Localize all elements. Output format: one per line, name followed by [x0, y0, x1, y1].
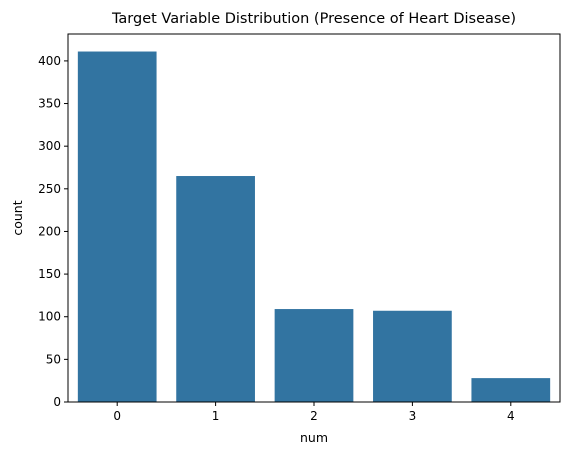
x-tick-label: 0 — [113, 409, 121, 423]
y-tick-label: 350 — [38, 97, 61, 111]
y-tick-label: 250 — [38, 182, 61, 196]
x-tick-label: 2 — [310, 409, 318, 423]
y-tick-label: 50 — [46, 352, 61, 366]
y-tick-label: 400 — [38, 54, 61, 68]
y-tick-label: 150 — [38, 267, 61, 281]
x-axis-label: num — [300, 430, 328, 445]
x-tick-label: 1 — [212, 409, 220, 423]
plot-frame — [67, 33, 561, 403]
chart-title: Target Variable Distribution (Presence o… — [111, 11, 516, 27]
y-axis-ticks: 0 50 100 150 200 250 300 350 400 — [38, 54, 68, 409]
bars-layer — [77, 51, 551, 403]
y-tick-label: 100 — [38, 310, 61, 324]
bar-4 — [471, 378, 551, 402]
bar-2 — [274, 309, 354, 402]
bar-1 — [176, 176, 255, 402]
x-tick-label: 4 — [507, 409, 515, 423]
x-tick-label: 3 — [409, 409, 417, 423]
bar-0 — [77, 51, 157, 403]
y-tick-label: 300 — [38, 139, 61, 153]
x-axis-ticks: 0 1 2 3 4 — [113, 402, 515, 423]
y-tick-label: 200 — [38, 224, 61, 238]
bar-3 — [373, 310, 452, 402]
y-tick-label: 0 — [53, 395, 61, 409]
y-axis-label: count — [10, 200, 25, 235]
